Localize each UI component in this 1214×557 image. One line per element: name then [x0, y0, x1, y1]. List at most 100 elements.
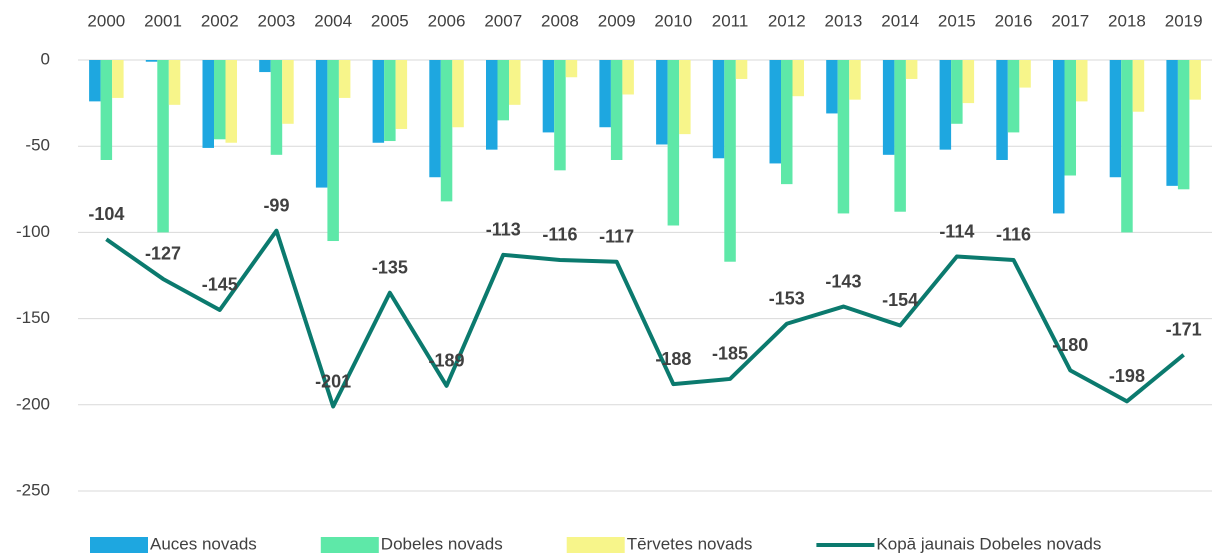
bar: [826, 60, 838, 114]
bar: [996, 60, 1008, 160]
legend-label: Tērvetes novads: [627, 534, 753, 553]
line: [105, 228, 1185, 409]
legend-swatch: [566, 537, 625, 553]
bar: [1132, 60, 1145, 112]
x-tick-label: 2018: [1108, 11, 1146, 30]
x-tick-label: 2013: [825, 11, 863, 30]
bar: [327, 60, 339, 242]
bar: [157, 60, 169, 233]
bar: [542, 60, 555, 133]
x-tick-label: 2009: [598, 11, 636, 30]
data-label: -189: [429, 351, 465, 371]
bar: [610, 60, 623, 160]
bar: [1189, 60, 1201, 100]
data-label: -99: [263, 195, 289, 215]
data-label: -153: [769, 289, 805, 309]
data-label: -188: [655, 349, 691, 369]
data-label: -185: [712, 344, 748, 364]
bar: [792, 60, 804, 97]
bar: [168, 60, 181, 105]
x-tick-label: 2008: [541, 11, 579, 30]
bar: [554, 60, 566, 171]
bar: [452, 60, 464, 128]
data-label: -116: [996, 225, 1031, 245]
x-tick-label: 2019: [1165, 11, 1203, 30]
bar: [837, 60, 850, 214]
data-label: -198: [1109, 366, 1145, 386]
bar: [89, 60, 101, 102]
bar: [656, 60, 668, 145]
bar: [440, 60, 453, 202]
y-tick-label: -150: [16, 308, 50, 327]
bar: [882, 60, 895, 155]
x-tick-label: 2000: [87, 11, 125, 30]
bar: [1177, 60, 1190, 190]
x-tick-label: 2006: [428, 11, 466, 30]
bar: [100, 60, 113, 160]
data-label: -114: [939, 221, 974, 241]
legend-label: Dobeles novads: [381, 534, 503, 553]
bar: [939, 60, 952, 150]
bar: [1064, 60, 1076, 176]
bar: [1053, 60, 1065, 214]
legend-label: Kopā jaunais Dobeles novads: [876, 534, 1101, 553]
bar: [1166, 60, 1178, 186]
bar: [679, 60, 691, 135]
data-label: -143: [825, 271, 861, 291]
bar: [769, 60, 781, 164]
x-tick-label: 2016: [995, 11, 1033, 30]
bar: [565, 60, 578, 78]
data-label: -201: [315, 371, 351, 391]
bar: [429, 60, 441, 178]
x-tick-label: 2014: [881, 11, 919, 30]
data-label: -145: [202, 275, 238, 295]
bar: [338, 60, 351, 98]
bar: [395, 60, 408, 129]
bar: [905, 60, 918, 79]
bar: [667, 60, 680, 226]
bar: [1007, 60, 1020, 133]
bar: [1121, 60, 1133, 233]
bar: [1019, 60, 1031, 88]
x-tick-label: 2011: [712, 11, 749, 30]
bar: [951, 60, 963, 124]
legend-label: Auces novads: [150, 534, 257, 553]
bar: [599, 60, 611, 128]
x-tick-label: 2017: [1051, 11, 1089, 30]
y-tick-label: -200: [16, 394, 50, 413]
y-tick-label: -100: [16, 222, 50, 241]
bar: [622, 60, 634, 95]
bar: [894, 60, 906, 212]
bar: [724, 60, 736, 262]
bar: [145, 60, 158, 62]
bar: [781, 60, 793, 185]
data-label: -171: [1166, 320, 1202, 340]
data-label: -117: [599, 226, 634, 246]
y-tick-label: 0: [41, 49, 50, 68]
x-tick-label: 2003: [258, 11, 296, 30]
legend-swatch: [320, 537, 379, 553]
bar: [962, 60, 975, 104]
bar: [712, 60, 725, 159]
x-tick-label: 2005: [371, 11, 409, 30]
data-label: -180: [1052, 335, 1088, 355]
x-tick-label: 2004: [314, 11, 352, 30]
data-label: -113: [486, 220, 521, 240]
x-tick-label: 2015: [938, 11, 976, 30]
bar: [509, 60, 521, 105]
bar: [1109, 60, 1122, 178]
data-label: -135: [372, 257, 408, 277]
bar: [202, 60, 214, 148]
bar: [486, 60, 498, 150]
bar: [315, 60, 328, 188]
bar: [849, 60, 861, 100]
data-label: -154: [882, 290, 918, 310]
x-tick-label: 2007: [484, 11, 522, 30]
data-label: -116: [542, 225, 577, 245]
bar: [497, 60, 509, 121]
bar: [214, 60, 226, 140]
x-tick-label: 2010: [654, 11, 692, 30]
data-label: -104: [88, 204, 124, 224]
bar: [225, 60, 237, 143]
